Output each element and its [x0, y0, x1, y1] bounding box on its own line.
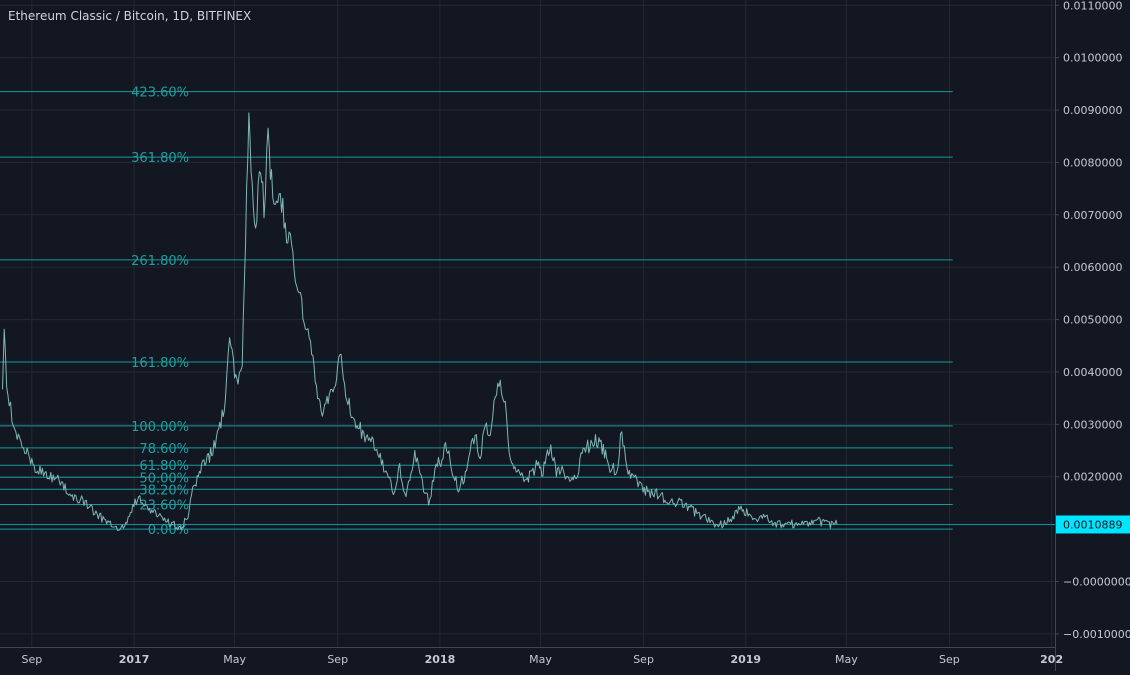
x-axis-tick-label: 2019	[730, 653, 761, 666]
last-price-label: 0.0010889	[1063, 518, 1123, 531]
price-series-line[interactable]	[2, 112, 838, 531]
y-axis-tick-label: 0.0030000	[1063, 418, 1123, 431]
y-axis-tick-label: 0.0050000	[1063, 314, 1123, 327]
y-axis-tick-label: 0.0070000	[1063, 209, 1123, 222]
last-price-badge	[1056, 515, 1130, 534]
y-axis-tick-label: 0.0110000	[1063, 0, 1123, 12]
fib-level-label: 423.60%	[131, 86, 189, 101]
fib-level-label: 100.00%	[131, 420, 189, 435]
x-axis-tick-label: 202	[1040, 653, 1063, 666]
x-axis-tick-label: 2017	[119, 653, 150, 666]
y-axis-tick-label: 0.0040000	[1063, 366, 1123, 379]
y-axis-tick-label: −0.0010000	[1063, 628, 1130, 641]
fib-level-label: 23.60%	[139, 499, 189, 514]
x-axis-tick-label: Sep	[21, 653, 42, 666]
y-axis-tick-label: 0.0060000	[1063, 261, 1123, 274]
x-axis-tick-label: Sep	[633, 653, 654, 666]
y-axis-tick-label: −0.0000000	[1063, 576, 1130, 589]
fib-level-label: 50.00%	[139, 471, 189, 486]
x-axis-tick-label: May	[835, 653, 858, 666]
fib-level-label: 0.00%	[148, 523, 189, 538]
fib-level-label: 78.60%	[139, 442, 189, 457]
y-axis-tick-label: 0.0100000	[1063, 52, 1123, 65]
fib-level-label: 261.80%	[131, 254, 189, 269]
chart-title: Ethereum Classic / Bitcoin, 1D, BITFINEX	[8, 9, 252, 23]
x-axis-tick-label: Sep	[327, 653, 348, 666]
y-axis-tick-label: 0.0020000	[1063, 471, 1123, 484]
fib-level-label: 61.80%	[139, 459, 189, 474]
x-axis-tick-label: May	[223, 653, 246, 666]
y-axis-tick-label: 0.0080000	[1063, 156, 1123, 169]
x-axis-tick-label: Sep	[939, 653, 960, 666]
x-axis-tick-label: May	[529, 653, 552, 666]
fib-level-label: 161.80%	[131, 356, 189, 371]
fib-level-label: 38.20%	[139, 483, 189, 498]
x-axis-tick-label: 2018	[425, 653, 456, 666]
y-axis-tick-label: 0.0090000	[1063, 104, 1123, 117]
fib-level-label: 361.80%	[131, 151, 189, 166]
